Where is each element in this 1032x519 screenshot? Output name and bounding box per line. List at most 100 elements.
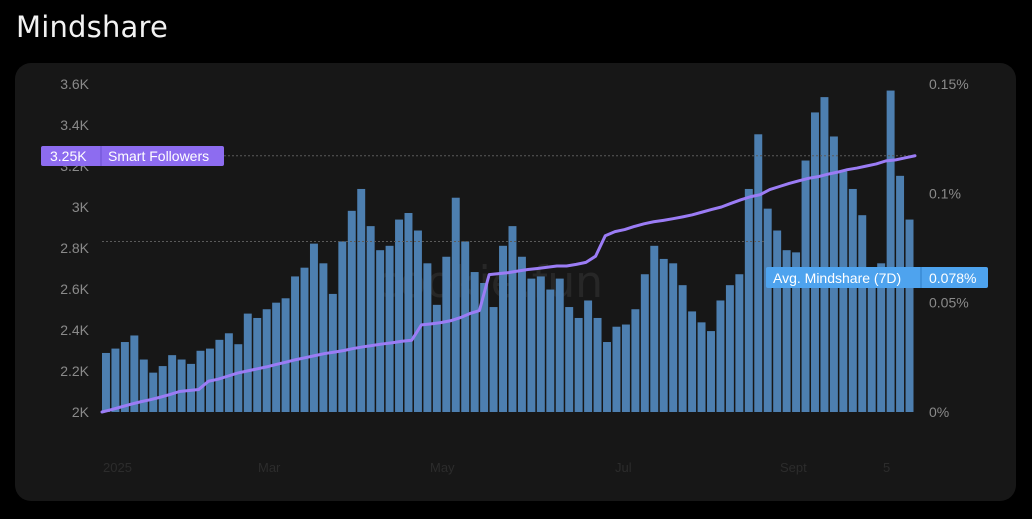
mindshare-bar	[168, 355, 177, 412]
mindshare-bar	[187, 363, 196, 412]
mindshare-bar	[659, 258, 668, 412]
left-axis-tick: 2.6K	[60, 281, 89, 297]
mindshare-chart[interactable]: cookie.fun 2K2.2K2.4K2.6K2.8K3K3.2K3.4K3…	[15, 63, 1016, 501]
mindshare-bar	[612, 326, 621, 412]
mindshare-bar	[158, 366, 167, 412]
mindshare-bar	[744, 188, 753, 412]
x-axis-tick: Sept	[780, 460, 807, 475]
right-axis-tick: 0%	[929, 404, 949, 420]
right-axis-tick: 0.05%	[929, 295, 969, 311]
left-axis-tick: 3.4K	[60, 117, 89, 133]
mindshare-bar	[508, 226, 517, 412]
mindshare-bar	[281, 298, 290, 412]
mindshare-bar	[688, 311, 697, 412]
mindshare-bar	[319, 263, 328, 412]
mindshare-bar	[423, 263, 432, 412]
mindshare-chart-card: cookie.fun 2K2.2K2.4K2.6K2.8K3K3.2K3.4K3…	[15, 63, 1016, 501]
mindshare-bar	[546, 289, 555, 412]
mindshare-bar	[735, 274, 744, 412]
mindshare-bar	[754, 134, 763, 412]
right-axis-tick: 0.1%	[929, 185, 961, 201]
mindshare-bar	[404, 213, 413, 412]
smart-followers-line	[100, 154, 917, 414]
mindshare-bar	[697, 322, 706, 412]
mindshare-bar	[593, 317, 602, 412]
left-axis-tick: 2.4K	[60, 322, 89, 338]
x-axis-tick: Mar	[258, 460, 281, 475]
mindshare-bar	[678, 285, 687, 412]
mindshare-bar	[413, 230, 422, 412]
mindshare-bar	[763, 208, 772, 412]
mindshare-bar	[716, 300, 725, 412]
mindshare-bar	[272, 302, 281, 412]
smart-followers-tag: 3.25K Smart Followers	[41, 146, 224, 166]
mindshare-bar	[707, 331, 715, 412]
mindshare-bar	[905, 219, 914, 412]
mindshare-bar	[338, 241, 347, 412]
mindshare-bar	[120, 342, 129, 412]
mindshare-bar	[603, 342, 611, 412]
mindshare-bar	[385, 245, 394, 412]
x-axis: 2025 Mar May Jul Sept 5	[103, 460, 890, 475]
mindshare-bar	[149, 372, 158, 412]
mindshare-bar	[839, 171, 848, 412]
mindshare-bar	[224, 333, 233, 412]
mindshare-bars	[102, 90, 914, 413]
smart-followers-value: 3.25K	[50, 148, 87, 164]
avg-mindshare-value: 0.078%	[929, 270, 976, 286]
mindshare-bar	[300, 267, 309, 412]
mindshare-bar	[489, 307, 498, 412]
mindshare-bar	[669, 263, 678, 412]
mindshare-bar	[499, 245, 507, 412]
mindshare-bar	[896, 175, 905, 412]
left-axis-tick: 3.6K	[60, 76, 89, 92]
mindshare-bar	[395, 219, 404, 412]
mindshare-bar	[366, 226, 375, 412]
mindshare-bar	[848, 188, 857, 412]
mindshare-bar	[111, 348, 120, 412]
mindshare-bar	[867, 269, 876, 412]
mindshare-bar	[725, 285, 734, 412]
avg-mindshare-tag: Avg. Mindshare (7D) 0.078%	[766, 267, 988, 288]
mindshare-bar	[640, 274, 649, 412]
page-title: Mindshare	[16, 10, 169, 44]
avg-mindshare-tag-box	[766, 267, 988, 288]
mindshare-bar	[215, 339, 224, 412]
mindshare-bar	[177, 359, 186, 412]
mindshare-bar	[309, 243, 318, 412]
mindshare-bar	[565, 307, 574, 412]
left-axis-tick: 2K	[72, 404, 90, 420]
mindshare-bar	[811, 112, 819, 413]
mindshare-bar	[376, 250, 385, 412]
mindshare-bar	[631, 309, 640, 412]
mindshare-bar	[196, 350, 205, 412]
mindshare-bar	[102, 352, 110, 412]
x-axis-tick: Jul	[615, 460, 632, 475]
left-axis-tick: 2.2K	[60, 363, 89, 379]
mindshare-bar	[442, 256, 451, 412]
mindshare-bar	[574, 317, 583, 412]
mindshare-bar	[480, 282, 489, 412]
mindshare-bar	[650, 245, 659, 412]
right-axis-tick: 0.15%	[929, 76, 969, 92]
mindshare-bar	[130, 335, 139, 412]
mindshare-bar	[357, 188, 366, 412]
mindshare-bar	[536, 276, 545, 412]
mindshare-bar	[773, 230, 782, 412]
mindshare-bar	[461, 241, 470, 412]
mindshare-bar	[262, 309, 271, 412]
mindshare-bar	[432, 304, 441, 412]
left-axis-tick: 2.8K	[60, 240, 89, 256]
x-axis-tick: May	[430, 460, 455, 475]
mindshare-bar	[792, 252, 801, 412]
mindshare-bar	[451, 197, 460, 412]
left-axis-tick: 3K	[72, 199, 90, 215]
mindshare-bar	[858, 215, 867, 412]
mindshare-bar	[347, 210, 356, 412]
mindshare-bar	[139, 359, 148, 412]
mindshare-bar	[877, 263, 886, 412]
mindshare-bar	[584, 300, 593, 412]
avg-mindshare-label: Avg. Mindshare (7D)	[773, 270, 901, 286]
right-axis: 0% 0.05% 0.1% 0.15%	[929, 76, 969, 420]
